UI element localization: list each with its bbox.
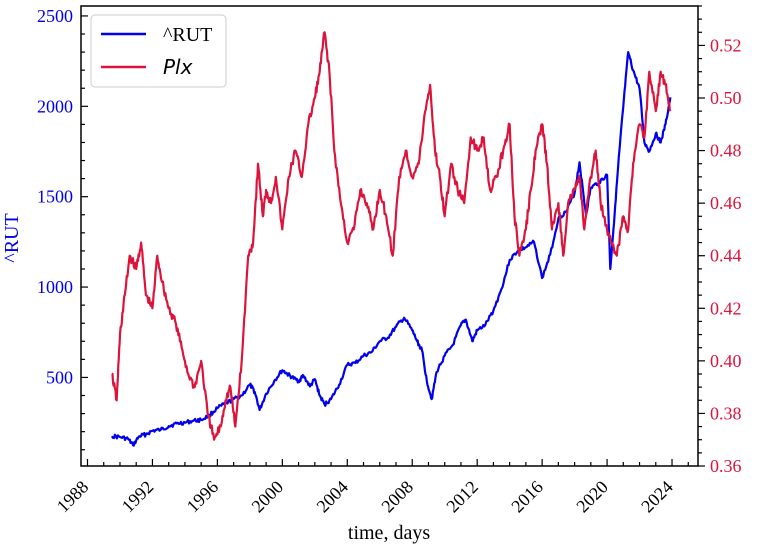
right-tick-label: 0.50	[710, 88, 742, 108]
plot-lines	[110, 31, 672, 447]
series-line-rut	[110, 50, 672, 447]
legend-label-rut: ^RUT	[163, 24, 212, 46]
right-tick-label: 0.40	[710, 351, 742, 371]
x-axis-title: time, days	[348, 522, 430, 544]
left-tick-label: 1000	[37, 277, 73, 297]
left-tick-label: 2500	[37, 6, 73, 26]
legend: ^RUT Plx	[90, 14, 227, 88]
left-tick-label: 2000	[37, 96, 73, 116]
right-tick-label: 0.38	[710, 403, 742, 423]
left-tick-label: 500	[46, 367, 73, 387]
left-tick-label: 1500	[37, 187, 73, 207]
legend-label-plx: Plx	[163, 55, 193, 79]
plot-frame	[80, 5, 699, 467]
right-tick-label: 0.48	[710, 141, 742, 161]
right-tick-label: 0.42	[710, 298, 742, 318]
right-axis: 0.36 0.38 0.40 0.42 0.44 0.46 0.48 0.50 0.52	[698, 5, 742, 476]
series-line-plx	[111, 31, 672, 441]
left-axis: 500 1000 1500 2000 2500	[37, 6, 88, 451]
right-tick-label: 0.36	[710, 456, 742, 476]
right-tick-label: 0.52	[710, 35, 742, 55]
left-axis-title: ^RUT	[1, 213, 23, 262]
right-tick-label: 0.46	[710, 193, 742, 213]
right-tick-label: 0.44	[710, 246, 742, 266]
